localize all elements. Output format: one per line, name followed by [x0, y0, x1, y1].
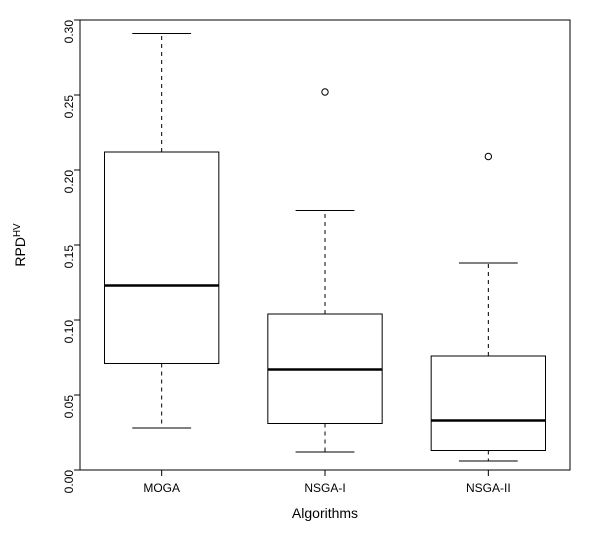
y-axis-label: RPDHV [12, 223, 29, 267]
y-tick-label: 0.30 [62, 20, 76, 44]
x-tick-label: NSGA-I [304, 481, 345, 495]
y-tick-label: 0.10 [62, 320, 76, 344]
box-group [268, 89, 382, 452]
box-group [431, 153, 545, 461]
x-tick-label: MOGA [143, 481, 180, 495]
outlier-point [485, 153, 491, 159]
y-tick-label: 0.00 [62, 470, 76, 494]
box-group [105, 34, 219, 429]
y-tick-label: 0.25 [62, 95, 76, 119]
x-axis-label: Algorithms [292, 505, 358, 521]
boxplot-chart: 0.00 0.05 0.10 0.15 0.20 0.25 0.30 MOGA NSGA-I NS… [0, 0, 600, 557]
y-tick-label: 0.05 [62, 395, 76, 419]
box-rect [431, 356, 545, 451]
x-tick-label: NSGA-II [466, 481, 511, 495]
chart-svg: 0.00 0.05 0.10 0.15 0.20 0.25 0.30 MOGA NSGA-I NS… [0, 0, 600, 552]
y-tick-label: 0.20 [62, 170, 76, 194]
y-tick-label: 0.15 [62, 245, 76, 269]
box-rect [105, 152, 219, 364]
outlier-point [322, 89, 328, 95]
